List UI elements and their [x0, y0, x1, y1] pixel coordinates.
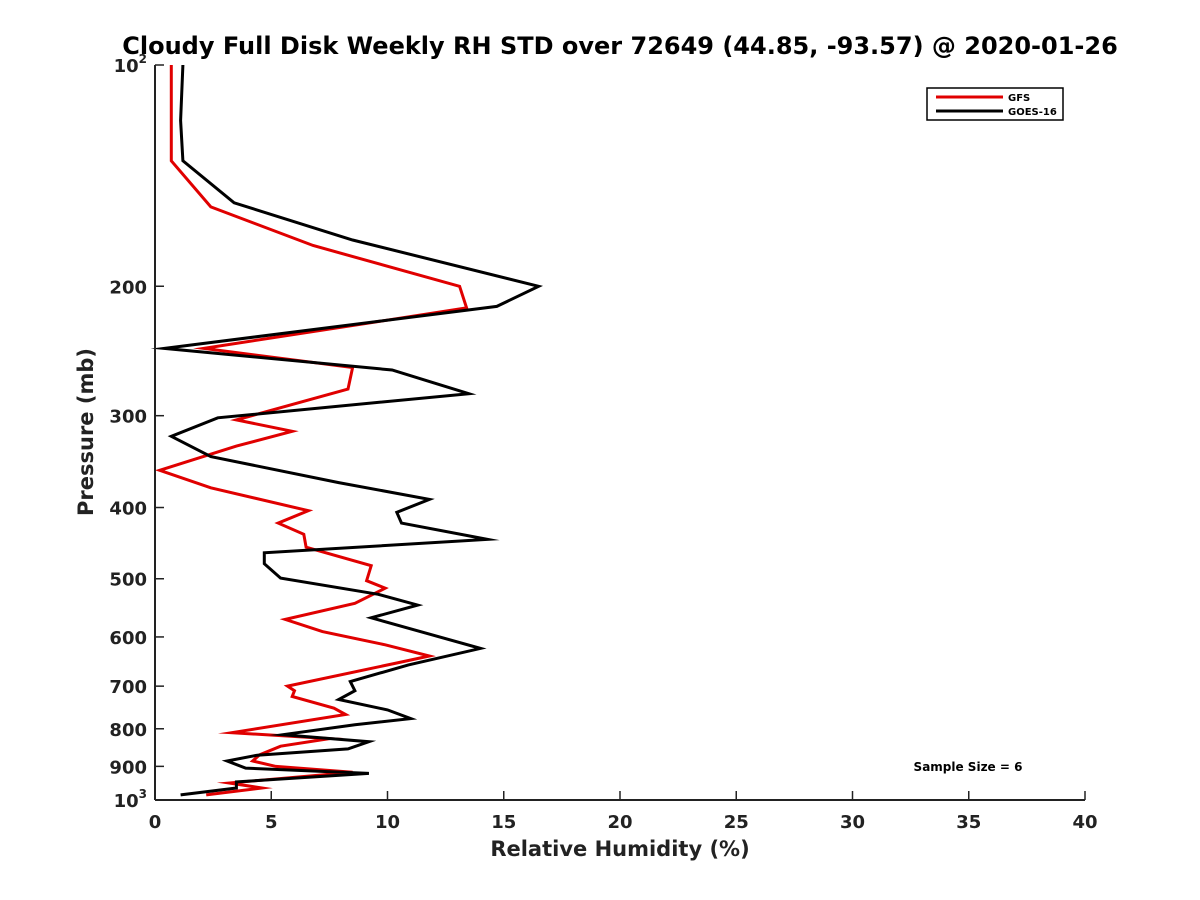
- x-tick-label: 15: [491, 812, 516, 833]
- sample-size-annotation: Sample Size = 6: [914, 760, 1023, 774]
- y-tick-label: 400: [109, 499, 147, 520]
- x-axis-label: Relative Humidity (%): [490, 837, 749, 861]
- x-tick-label: 20: [607, 812, 632, 833]
- x-tick-label: 5: [265, 812, 278, 833]
- y-tick-label: 500: [109, 570, 147, 591]
- x-tick-label: 25: [724, 812, 749, 833]
- y-tick-label: 300: [109, 407, 147, 428]
- x-tick-label: 10: [375, 812, 400, 833]
- x-tick-label: 0: [149, 812, 162, 833]
- y-tick-label: 900: [109, 757, 147, 778]
- x-tick-label: 40: [1072, 812, 1097, 833]
- chart-title: Cloudy Full Disk Weekly RH STD over 7264…: [122, 32, 1118, 60]
- series-line-goes16: [150, 64, 543, 797]
- legend-label-gfs: GFS: [1008, 93, 1030, 104]
- y-tick-label: 700: [109, 677, 147, 698]
- y-tick-label: 600: [109, 628, 147, 649]
- legend-box: [926, 87, 1064, 121]
- x-axis-ticks: 0 5 10 15 20 25 30 35 40: [149, 791, 1098, 833]
- x-tick-label: 35: [956, 812, 981, 833]
- y-axis-label: Pressure (mb): [74, 348, 98, 516]
- y-axis-ticks: 102 200 300 400 500 600 700 800 900 103: [109, 52, 164, 812]
- y-tick-label: 102: [114, 52, 147, 77]
- x-tick-label: 30: [840, 812, 865, 833]
- legend-label-goes16: GOES-16: [1008, 107, 1057, 118]
- y-tick-label: 103: [114, 787, 147, 812]
- legend: GFS GOES-16: [926, 87, 1064, 121]
- y-tick-label: 200: [109, 277, 147, 298]
- plot-area: [155, 65, 1085, 800]
- y-tick-label: 800: [109, 720, 147, 741]
- series-layer: [150, 64, 543, 797]
